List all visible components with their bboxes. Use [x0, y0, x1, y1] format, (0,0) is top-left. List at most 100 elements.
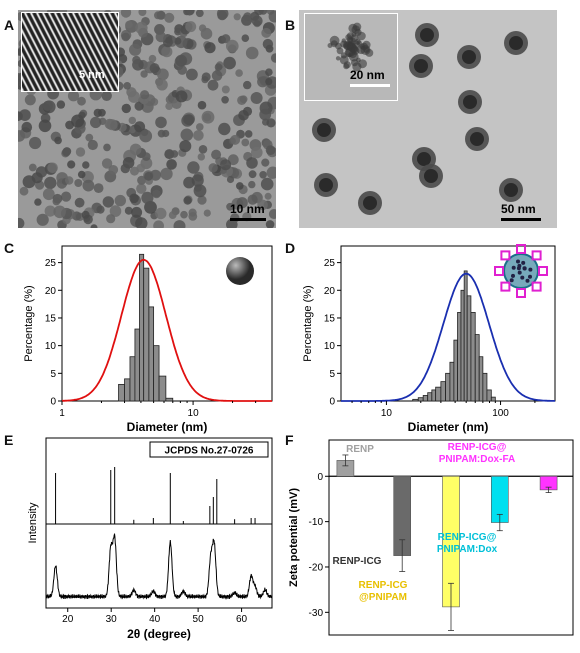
x-tick-label: 10	[188, 408, 200, 419]
y-tick-label: 15	[324, 313, 336, 324]
histogram-bar	[422, 395, 429, 402]
scale-bar-b	[501, 218, 541, 221]
histogram-bar	[129, 356, 136, 402]
ligand-icon	[538, 266, 548, 276]
ligand-icon	[500, 281, 511, 292]
y-tick-label: 0	[329, 397, 335, 408]
core-dot	[521, 260, 526, 265]
histogram-bar	[453, 339, 458, 402]
histogram-bar	[431, 389, 437, 402]
histogram-bar	[435, 386, 442, 402]
y-tick-label: -30	[309, 608, 324, 619]
y-tick-label: 10	[324, 341, 336, 352]
histogram-bar	[457, 312, 462, 402]
histogram-bar	[148, 306, 155, 402]
x-tick-label: 40	[149, 614, 161, 625]
panel-letter-f: F	[285, 432, 294, 448]
ligand-icon	[500, 250, 511, 261]
y-tick-label: 0	[317, 472, 323, 483]
tem-inset-a: 5 nm	[21, 12, 119, 92]
scale-label-a: 10 nm	[230, 202, 265, 216]
core-dot	[516, 266, 521, 271]
histogram-bar	[486, 389, 492, 402]
y-tick-label: 10	[45, 341, 57, 352]
histogram-bar	[466, 295, 472, 402]
histogram-bar	[460, 289, 465, 402]
y-axis-label: Zeta potential (mV)	[288, 488, 300, 587]
category-label: RENP	[346, 444, 374, 455]
histogram-bar	[482, 372, 488, 402]
x-axis-label: Diameter (nm)	[408, 420, 489, 434]
x-axis-label: Diameter (nm)	[127, 420, 208, 434]
x-tick-label: 30	[106, 614, 118, 625]
histogram-bar	[463, 270, 468, 402]
panel-letter-e: E	[4, 432, 14, 448]
tem-image-a: 5 nm 10 nm	[18, 10, 276, 228]
core-dot	[517, 270, 522, 275]
y-tick-label: 20	[45, 286, 57, 297]
histogram-bar	[139, 253, 145, 402]
category-label: @PNIPAM	[359, 592, 407, 603]
histogram-bar	[412, 398, 419, 402]
scale-label-b: 50 nm	[501, 202, 536, 216]
core-dot	[511, 273, 515, 278]
core-dot	[516, 259, 520, 264]
y-axis-label: Percentage (%)	[302, 285, 314, 361]
core-dot	[520, 275, 525, 280]
chart-e: JCPDS No.27-0726 20 30 40 50 60 2θ (degree) Int…	[27, 437, 273, 641]
fit-curve	[62, 258, 272, 402]
legend-box	[149, 441, 269, 458]
inset-scale-bar-b	[350, 84, 390, 87]
histogram-bar	[118, 383, 125, 402]
panel-letter-a: A	[4, 17, 15, 33]
histogram-bar	[490, 396, 496, 402]
tem-image-b: 20 nm 50 nm	[299, 10, 557, 228]
core-dot	[528, 267, 533, 272]
ligand-icon	[494, 266, 504, 276]
y-tick-label: 20	[324, 286, 336, 297]
x-tick-label: 20	[62, 614, 74, 625]
histogram-bar	[417, 397, 424, 402]
ligand-icon	[531, 281, 542, 292]
y-tick-label: -10	[309, 517, 324, 528]
tem-inset-b: 20 nm	[304, 13, 398, 101]
x-axis-label: 2θ (degree)	[127, 627, 191, 641]
plot-frame	[328, 439, 574, 636]
histogram-bar	[470, 312, 476, 402]
histogram-bar	[143, 267, 150, 402]
ligand-icon	[516, 244, 526, 254]
panel-letter-b: B	[285, 17, 296, 33]
inset-scale-label-b: 20 nm	[350, 68, 385, 82]
panel-letter-d: D	[285, 240, 296, 256]
x-tick-label: 10	[381, 408, 393, 419]
tem-particles-b	[312, 23, 528, 215]
x-tick-label: 50	[193, 614, 205, 625]
histogram-bar	[445, 372, 451, 402]
histogram-bar	[124, 378, 131, 402]
nanoparticle-sphere-icon	[226, 257, 254, 285]
y-tick-label: -20	[309, 562, 324, 573]
core-dot	[525, 278, 530, 283]
legend-label: JCPDS No.27-0726	[165, 446, 254, 457]
chart-f: -30 -20 -10 0 Zeta potential (mV) RENP RENP-IC…	[288, 439, 574, 636]
histogram-bar	[478, 356, 484, 402]
y-tick-label: 5	[329, 369, 335, 380]
ligand-icon	[516, 288, 526, 298]
y-tick-label: 15	[45, 313, 57, 324]
y-axis-label: Intensity	[27, 502, 39, 543]
histogram-bar	[165, 397, 174, 402]
core-dot	[511, 265, 516, 270]
histogram-bar	[427, 392, 433, 402]
core-dot	[509, 278, 514, 283]
ligand-icon	[531, 250, 542, 261]
plot-frame	[45, 437, 273, 609]
y-tick-label: 0	[50, 397, 56, 408]
histogram-bar	[153, 345, 160, 402]
y-tick-label: 5	[50, 369, 56, 380]
histogram-bar	[158, 375, 167, 402]
histogram-bar	[449, 361, 455, 402]
histogram-bar	[474, 334, 480, 402]
category-label: RENP-ICG	[359, 580, 408, 591]
category-label: RENP-ICG@	[448, 442, 507, 453]
